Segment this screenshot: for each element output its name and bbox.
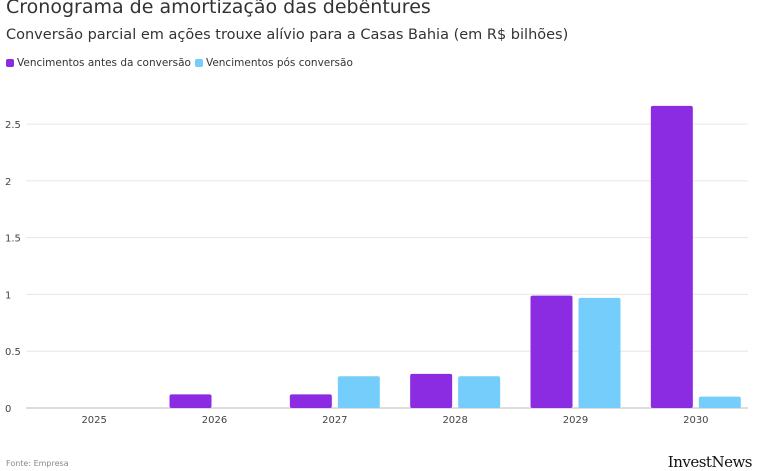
bar-after-2027 xyxy=(337,376,380,408)
legend-label-after: Vencimentos pós conversão xyxy=(205,57,353,69)
y-tick-label: 0 xyxy=(5,404,11,415)
bar-after-2029 xyxy=(578,297,621,408)
bar-before-2030 xyxy=(650,105,693,409)
x-tick-label: 2029 xyxy=(563,415,588,426)
bar-after-2028 xyxy=(458,376,501,408)
x-tick-label: 2026 xyxy=(202,415,227,426)
legend-item-after: Vencimentos pós conversão xyxy=(194,57,353,69)
source-note: Fonte: Empresa xyxy=(6,459,69,468)
bar-after-2030 xyxy=(698,396,741,408)
bar-before-2029 xyxy=(530,295,573,408)
y-tick-label: 0.5 xyxy=(5,347,21,358)
brand-logo: InvestNews xyxy=(667,453,753,471)
x-tick-label: 2030 xyxy=(683,415,708,426)
x-tick-label: 2027 xyxy=(322,415,347,426)
legend-swatch-before xyxy=(6,59,14,67)
x-tick-label: 2025 xyxy=(81,415,106,426)
legend-swatch-after xyxy=(194,59,203,67)
legend-label-before: Vencimentos antes da conversão xyxy=(17,57,191,69)
bar-before-2028 xyxy=(410,373,453,408)
y-tick-label: 2 xyxy=(5,177,11,188)
chart-title: Cronograma de amortização das debêntures xyxy=(6,0,431,18)
bar-before-2026 xyxy=(169,394,212,408)
y-tick-label: 1 xyxy=(5,290,11,301)
chart-subtitle: Conversão parcial em ações trouxe alívio… xyxy=(6,27,569,43)
y-tick-label: 2.5 xyxy=(5,120,21,131)
x-tick-label: 2028 xyxy=(442,415,467,426)
bar-before-2027 xyxy=(289,394,332,408)
y-tick-label: 1.5 xyxy=(5,234,21,245)
chart-legend: Vencimentos antes da conversão Venciment… xyxy=(6,57,357,69)
legend-item-before: Vencimentos antes da conversão xyxy=(6,57,191,69)
